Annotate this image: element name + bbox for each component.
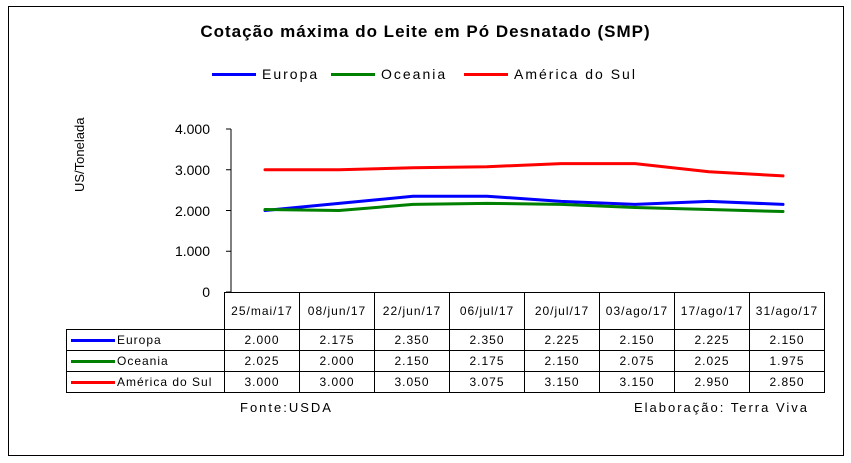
data-value: 3.150 (599, 371, 675, 393)
y-tick-label: 3.000 (174, 162, 210, 178)
series-line-oceania (263, 201, 785, 214)
data-point-america-do-sul (559, 162, 563, 165)
data-point-europa (781, 203, 785, 206)
legend-swatch-america-do-sul (464, 72, 508, 76)
row-label-america-do-sul: América do Sul (66, 371, 225, 393)
row-swatch-europa (71, 339, 115, 343)
data-value: 2.850 (749, 371, 825, 393)
data-value: 3.050 (374, 371, 450, 393)
data-value: 2.150 (599, 329, 675, 351)
data-point-europa (411, 195, 415, 198)
series-line-europa (263, 194, 785, 212)
data-value: 2.025 (224, 350, 300, 372)
data-value: 2.150 (749, 329, 825, 351)
row-label-oceania: Oceania (66, 350, 225, 372)
legend-label-europa: Europa (262, 66, 320, 82)
legend-item-oceania: Oceania (331, 66, 447, 82)
row-label-text: Europa (117, 333, 162, 347)
data-value: 2.150 (374, 350, 450, 372)
table-row: Europa 2.000 2.175 2.350 2.350 2.225 2.1… (66, 329, 825, 351)
data-point-europa (633, 203, 637, 206)
data-point-oceania (781, 210, 785, 213)
y-tick-label: 0 (202, 284, 210, 300)
data-value: 2.025 (674, 350, 750, 372)
table-row: América do Sul 3.000 3.000 3.050 3.075 3… (66, 371, 825, 393)
data-value: 2.175 (449, 350, 525, 372)
data-table: 25/mai/17 08/jun/17 22/jun/17 06/jul/17 … (66, 292, 825, 393)
legend-label-oceania: Oceania (381, 66, 448, 82)
data-point-america-do-sul (633, 162, 637, 165)
data-point-oceania (707, 208, 711, 211)
data-point-oceania (633, 206, 637, 209)
legend-label-america-do-sul: América do Sul (514, 66, 637, 82)
data-value: 2.000 (299, 350, 375, 372)
row-label-text: Oceania (117, 354, 169, 368)
data-point-oceania (485, 202, 489, 205)
data-point-america-do-sul (707, 170, 711, 173)
category-label: 25/mai/17 (224, 292, 300, 330)
source-note: Fonte:USDA (240, 400, 333, 415)
data-point-europa (559, 200, 563, 203)
data-value: 2.950 (674, 371, 750, 393)
data-point-oceania (411, 203, 415, 206)
legend-swatch-oceania (331, 72, 375, 76)
data-value: 3.150 (524, 371, 600, 393)
row-swatch-america-do-sul (71, 381, 115, 385)
category-label: 03/ago/17 (599, 292, 675, 330)
table-header-row: 25/mai/17 08/jun/17 22/jun/17 06/jul/17 … (67, 292, 825, 330)
data-value: 1.975 (749, 350, 825, 372)
y-tick-label: 1.000 (174, 243, 210, 259)
table-row: Oceania 2.025 2.000 2.150 2.175 2.150 2.… (66, 350, 825, 372)
data-value: 2.350 (449, 329, 525, 351)
data-value: 2.225 (674, 329, 750, 351)
y-tick-label: 2.000 (174, 203, 210, 219)
legend-item-europa: Europa (212, 66, 319, 82)
category-label: 17/ago/17 (674, 292, 750, 330)
chart-title: Cotação máxima do Leite em Pó Desnatado … (200, 22, 651, 41)
legend-swatch-europa (212, 72, 256, 76)
y-tick-label: 4.000 (174, 121, 210, 137)
data-value: 2.000 (224, 329, 300, 351)
data-value: 2.350 (374, 329, 450, 351)
category-label: 08/jun/17 (299, 292, 375, 330)
data-value: 3.000 (299, 371, 375, 393)
data-value: 2.175 (299, 329, 375, 351)
category-label: 20/jul/17 (524, 292, 600, 330)
data-point-oceania (559, 203, 563, 206)
data-value: 3.075 (449, 371, 525, 393)
chart-frame (8, 6, 844, 456)
data-point-oceania (263, 208, 267, 211)
data-value: 2.225 (524, 329, 600, 351)
category-label: 22/jun/17 (374, 292, 450, 330)
data-point-europa (485, 195, 489, 198)
legend-item-america-do-sul: América do Sul (464, 66, 637, 82)
series-line-america-do-sul (263, 162, 785, 178)
table-corner (67, 293, 225, 330)
data-point-oceania (337, 209, 341, 212)
row-label-europa: Europa (66, 329, 225, 351)
category-label: 31/ago/17 (749, 292, 825, 330)
row-swatch-oceania (71, 360, 115, 364)
data-point-america-do-sul (781, 174, 785, 178)
data-point-america-do-sul (411, 166, 415, 169)
data-point-america-do-sul (263, 168, 267, 171)
category-label: 06/jul/17 (449, 292, 525, 330)
data-value: 3.000 (224, 371, 300, 393)
data-point-europa (707, 200, 711, 203)
credit-note: Elaboração: Terra Viva (633, 400, 809, 415)
data-point-america-do-sul (485, 165, 489, 168)
row-label-text: América do Sul (117, 375, 213, 389)
data-value: 2.150 (524, 350, 600, 372)
data-value: 2.075 (599, 350, 675, 372)
data-point-america-do-sul (337, 168, 341, 171)
data-point-europa (337, 202, 341, 205)
